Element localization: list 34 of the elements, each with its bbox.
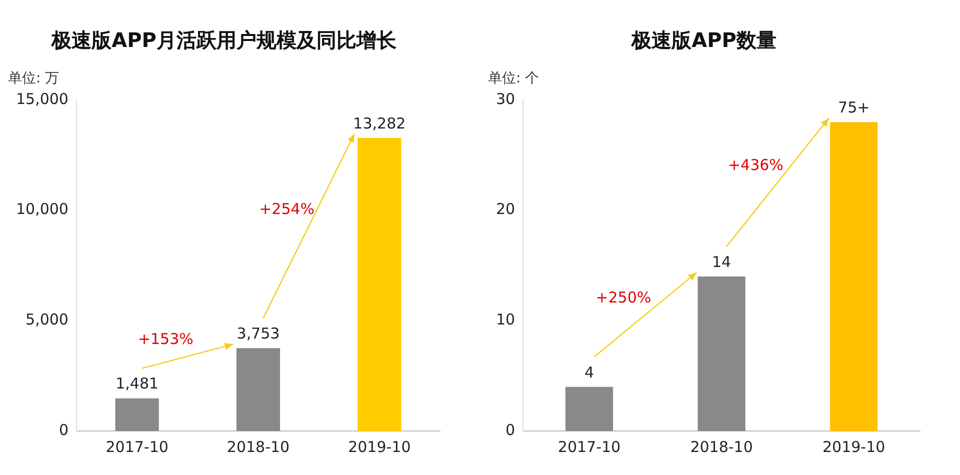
bar: [236, 348, 280, 431]
y-tick-label: 0: [58, 420, 68, 439]
x-tick-label: 2019-10: [348, 438, 411, 456]
data-label: 75+: [838, 98, 870, 116]
data-label: 3,753: [236, 324, 280, 343]
x-tick-label: 2017-10: [558, 438, 621, 456]
y-axis-title: 单位: 万: [8, 70, 60, 87]
chart-title: 极速版APP数量: [630, 28, 776, 52]
annotation: +250%: [596, 288, 652, 307]
data-label: 4: [584, 363, 594, 382]
data-label: 14: [712, 252, 732, 271]
x-tick-label: 2018-10: [690, 438, 753, 456]
annotation: +153%: [138, 330, 194, 348]
annotation: +436%: [728, 156, 784, 174]
y-tick-label: 30: [496, 90, 516, 108]
y-tick-label: 10,000: [16, 200, 68, 218]
x-tick-label: 2017-10: [106, 438, 168, 456]
data-label: 13,282: [353, 114, 406, 132]
y-tick-label: 10: [496, 310, 516, 329]
y-tick-label: 5,000: [26, 310, 68, 329]
bar: [830, 122, 878, 431]
x-tick-label: 2019-10: [822, 438, 886, 456]
annotation: +254%: [259, 200, 315, 218]
y-axis-title: 单位: 个: [488, 70, 540, 87]
chart-title: 极速版APP月活跃用户规模及同比增长: [50, 28, 398, 52]
y-tick-label: 20: [496, 200, 516, 218]
bar: [565, 386, 614, 431]
x-tick-label: 2018-10: [226, 438, 290, 456]
y-tick-label: 15,000: [16, 90, 68, 108]
y-tick-label: 0: [506, 420, 516, 439]
bar: [358, 138, 402, 431]
bar: [115, 398, 159, 431]
data-label: 1,481: [116, 374, 159, 393]
bar: [698, 276, 746, 431]
